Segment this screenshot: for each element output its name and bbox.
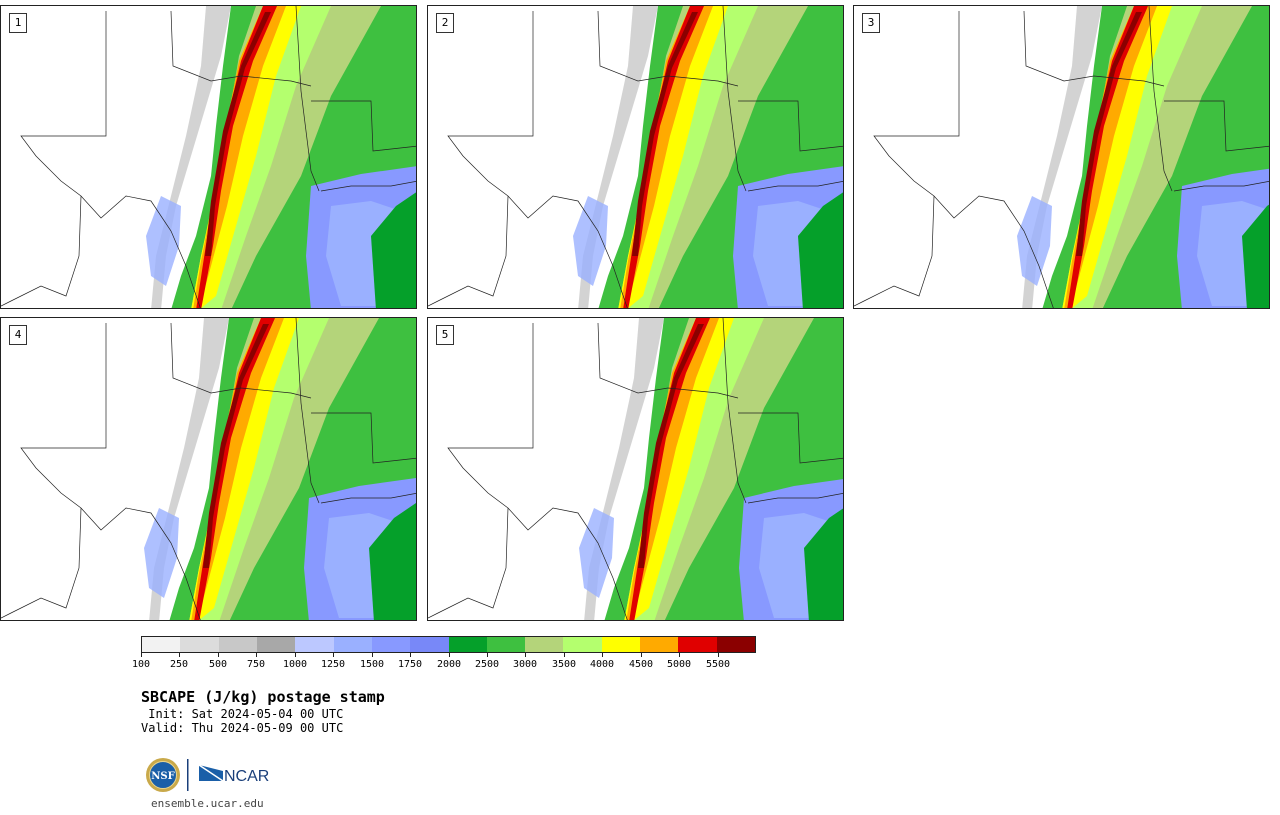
sbcape-map bbox=[1, 318, 416, 620]
colorbar-tick bbox=[256, 653, 257, 657]
logos: NSF NCAR bbox=[146, 758, 269, 792]
colorbar-tick-label: 250 bbox=[169, 659, 189, 670]
init-time: Init: Sat 2024-05-04 00 UTC bbox=[141, 707, 344, 721]
colorbar-tick-label: 1500 bbox=[359, 659, 385, 670]
colorbar-segment bbox=[601, 637, 641, 652]
ncar-logo: NCAR bbox=[198, 764, 269, 785]
colorbar-segment bbox=[142, 637, 181, 652]
colorbar-tick-label: 5500 bbox=[705, 659, 731, 670]
colorbar-tick bbox=[602, 653, 603, 657]
colorbar-tick-label: 2000 bbox=[436, 659, 462, 670]
colorbar-tick bbox=[449, 653, 450, 657]
map-panel-3: 3 bbox=[853, 5, 1270, 309]
site-url: ensemble.ucar.edu bbox=[151, 797, 264, 810]
panel-number: 5 bbox=[436, 325, 454, 345]
colorbar-tick-label: 3000 bbox=[512, 659, 538, 670]
colorbar-tick-label: 100 bbox=[131, 659, 151, 670]
colorbar-tick bbox=[487, 653, 488, 657]
sbcape-map bbox=[428, 318, 843, 620]
colorbar-segment bbox=[716, 637, 755, 652]
colorbar-tick bbox=[525, 653, 526, 657]
sbcape-map bbox=[1, 6, 416, 308]
colorbar-tick bbox=[564, 653, 565, 657]
colorbar-tick-label: 5000 bbox=[666, 659, 692, 670]
panel-number: 1 bbox=[9, 13, 27, 33]
colorbar-tick bbox=[141, 653, 142, 657]
chart-title: SBCAPE (J/kg) postage stamp bbox=[141, 688, 385, 706]
colorbar-tick-label: 1000 bbox=[282, 659, 308, 670]
colorbar-tick-label: 4000 bbox=[589, 659, 615, 670]
panel-number: 3 bbox=[862, 13, 880, 33]
colorbar-tick-label: 4500 bbox=[628, 659, 654, 670]
colorbar-tick bbox=[295, 653, 296, 657]
colorbar-segment bbox=[410, 637, 449, 652]
colorbar-segment bbox=[333, 637, 372, 652]
colorbar-tick bbox=[372, 653, 373, 657]
sbcape-map bbox=[428, 6, 843, 308]
colorbar-tick bbox=[333, 653, 334, 657]
map-panel-1: 1 bbox=[0, 5, 417, 309]
colorbar-segment bbox=[486, 637, 526, 652]
sbcape-map bbox=[854, 6, 1269, 308]
colorbar-segment bbox=[295, 637, 334, 652]
colorbar-tick-label: 500 bbox=[208, 659, 228, 670]
colorbar-tick-label: 3500 bbox=[551, 659, 577, 670]
colorbar-segment bbox=[448, 637, 487, 652]
colorbar-tick-label: 2500 bbox=[474, 659, 500, 670]
panel-number: 2 bbox=[436, 13, 454, 33]
colorbar bbox=[141, 636, 756, 653]
colorbar-ticks: 100 250 500 750 1000 1250 1500 1750 2000 2500 3000… bbox=[132, 653, 756, 673]
colorbar-segment bbox=[218, 637, 257, 652]
map-panel-2: 2 bbox=[427, 5, 844, 309]
colorbar-segment bbox=[640, 637, 679, 652]
colorbar-tick-label: 750 bbox=[246, 659, 266, 670]
colorbar-tick bbox=[679, 653, 680, 657]
colorbar-tick bbox=[218, 653, 219, 657]
colorbar-segment bbox=[371, 637, 411, 652]
ncar-logo-text: NCAR bbox=[224, 768, 269, 785]
colorbar-tick bbox=[179, 653, 180, 657]
colorbar-tick bbox=[410, 653, 411, 657]
colorbar-tick bbox=[718, 653, 719, 657]
colorbar-segment bbox=[525, 637, 564, 652]
colorbar-segment bbox=[256, 637, 296, 652]
colorbar-tick-label: 1750 bbox=[397, 659, 423, 670]
nsf-logo-text: NSF bbox=[151, 771, 174, 782]
map-panel-5: 5 bbox=[427, 317, 844, 621]
colorbar-tick-label: 1250 bbox=[320, 659, 346, 670]
map-panel-4: 4 bbox=[0, 317, 417, 621]
valid-time: Valid: Thu 2024-05-09 00 UTC bbox=[141, 721, 344, 735]
colorbar-segment bbox=[180, 637, 219, 652]
panel-number: 4 bbox=[9, 325, 27, 345]
colorbar-segment bbox=[678, 637, 717, 652]
colorbar-segment bbox=[563, 637, 602, 652]
nsf-logo: NSF bbox=[146, 758, 180, 792]
colorbar-tick bbox=[641, 653, 642, 657]
